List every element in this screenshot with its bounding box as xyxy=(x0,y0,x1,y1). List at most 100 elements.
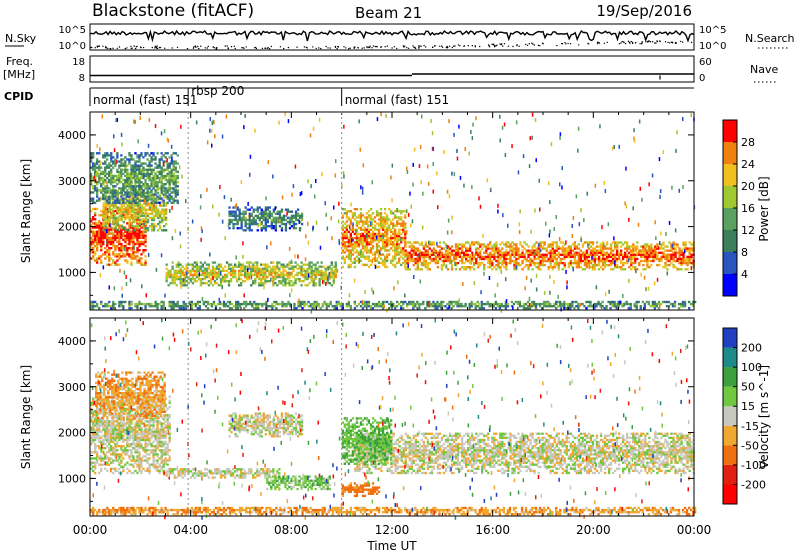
heatmap-cell xyxy=(513,250,515,252)
heatmap-cell xyxy=(138,243,140,245)
heatmap-cell xyxy=(380,239,382,241)
heatmap-cell xyxy=(620,241,622,243)
heatmap-cell xyxy=(159,165,161,167)
heatmap-cell xyxy=(198,276,200,278)
heatmap-cell xyxy=(344,237,346,239)
nsearch-point xyxy=(657,41,658,42)
heatmap-cell xyxy=(118,200,120,202)
heatmap-cell xyxy=(370,216,372,218)
heatmap-cell xyxy=(415,250,417,252)
heatmap-cell xyxy=(458,305,460,307)
heatmap-cell xyxy=(254,280,256,282)
heatmap-cell xyxy=(505,252,507,254)
heatmap-cell xyxy=(511,241,513,243)
heatmap-cell xyxy=(130,307,132,309)
heatmap-cell xyxy=(186,284,188,286)
heatmap-cell xyxy=(333,270,335,272)
heatmap-cell xyxy=(354,251,356,253)
nsearch-point xyxy=(502,45,503,46)
heatmap-cell xyxy=(262,274,264,276)
heatmap-cell xyxy=(287,301,289,303)
heatmap-cell xyxy=(159,187,161,189)
heatmap-cell xyxy=(263,303,265,305)
heatmap-cell xyxy=(232,274,234,276)
heatmap-cell xyxy=(370,264,372,266)
heatmap-cell xyxy=(384,212,386,214)
heatmap-cell xyxy=(103,221,105,223)
heatmap-cell xyxy=(398,239,400,241)
heatmap-cell xyxy=(161,217,163,219)
heatmap-cell xyxy=(289,219,291,221)
heatmap-cell xyxy=(192,282,194,284)
heatmap-cell xyxy=(111,204,113,206)
heatmap-cell xyxy=(263,215,265,217)
heatmap-cell xyxy=(319,274,321,276)
heatmap-cell xyxy=(455,252,457,254)
heatmap-cell xyxy=(299,227,301,229)
heatmap-cell xyxy=(598,250,600,252)
heatmap-cell xyxy=(439,258,441,260)
heatmap-cell xyxy=(122,301,124,303)
heatmap-cell xyxy=(380,305,382,307)
heatmap-cell xyxy=(616,258,618,260)
heatmap-cell xyxy=(664,258,666,260)
nsearch-point xyxy=(512,46,513,47)
heatmap-cell xyxy=(228,206,230,208)
heatmap-cell xyxy=(435,250,437,252)
heatmap-cell xyxy=(218,264,220,266)
heatmap-cell xyxy=(452,305,454,307)
heatmap-cell xyxy=(329,276,331,278)
heatmap-cell xyxy=(575,301,577,303)
heatmap-cell xyxy=(517,250,519,252)
heatmap-cell xyxy=(505,258,507,260)
nsearch-point xyxy=(159,47,160,48)
heatmap-cell xyxy=(606,241,608,243)
heatmap-cell xyxy=(503,258,505,260)
heatmap-cell xyxy=(194,274,196,276)
heatmap-cell xyxy=(264,264,266,266)
heatmap-cell xyxy=(439,250,441,252)
heatmap-cell xyxy=(560,247,562,249)
heatmap-cell xyxy=(156,305,158,307)
heatmap-cell xyxy=(668,241,670,243)
heatmap-cell xyxy=(662,266,664,268)
heatmap-cell xyxy=(402,239,404,241)
heatmap-cell xyxy=(200,261,202,263)
heatmap-cell xyxy=(398,303,400,305)
heatmap-cell xyxy=(138,200,140,202)
heatmap-cell xyxy=(662,252,664,254)
heatmap-cell xyxy=(394,225,396,227)
heatmap-cell xyxy=(481,305,483,307)
heatmap-cell xyxy=(136,243,138,245)
heatmap-cell xyxy=(140,162,142,164)
heatmap-cell xyxy=(244,268,246,270)
nsearch-point xyxy=(532,43,533,44)
heatmap-cell xyxy=(489,256,491,258)
heatmap-cell xyxy=(242,268,244,270)
heatmap-cell xyxy=(116,183,118,185)
heatmap-cell xyxy=(503,243,505,245)
heatmap-cell xyxy=(138,257,140,259)
heatmap-cell xyxy=(94,214,96,216)
heatmap-cell xyxy=(240,268,242,270)
nsearch-point xyxy=(639,43,640,44)
heatmap-cell xyxy=(259,217,261,219)
heatmap-cell xyxy=(507,262,509,264)
heatmap-cell xyxy=(112,156,114,158)
heatmap-cell xyxy=(92,218,94,220)
heatmap-cell xyxy=(362,239,364,241)
heatmap-cell xyxy=(163,169,165,171)
heatmap-cell xyxy=(666,268,668,270)
heatmap-cell xyxy=(117,209,119,211)
heatmap-cell xyxy=(130,241,132,243)
heatmap-cell xyxy=(94,162,96,164)
heatmap-cell xyxy=(265,206,267,208)
heatmap-cell xyxy=(138,165,140,167)
heatmap-cell xyxy=(678,256,680,258)
heatmap-cell xyxy=(535,262,537,264)
heatmap-cell xyxy=(390,237,392,239)
heatmap-cell xyxy=(206,274,208,276)
heatmap-cell xyxy=(368,214,370,216)
heatmap-cell xyxy=(368,256,370,258)
heatmap-cell xyxy=(338,301,340,303)
